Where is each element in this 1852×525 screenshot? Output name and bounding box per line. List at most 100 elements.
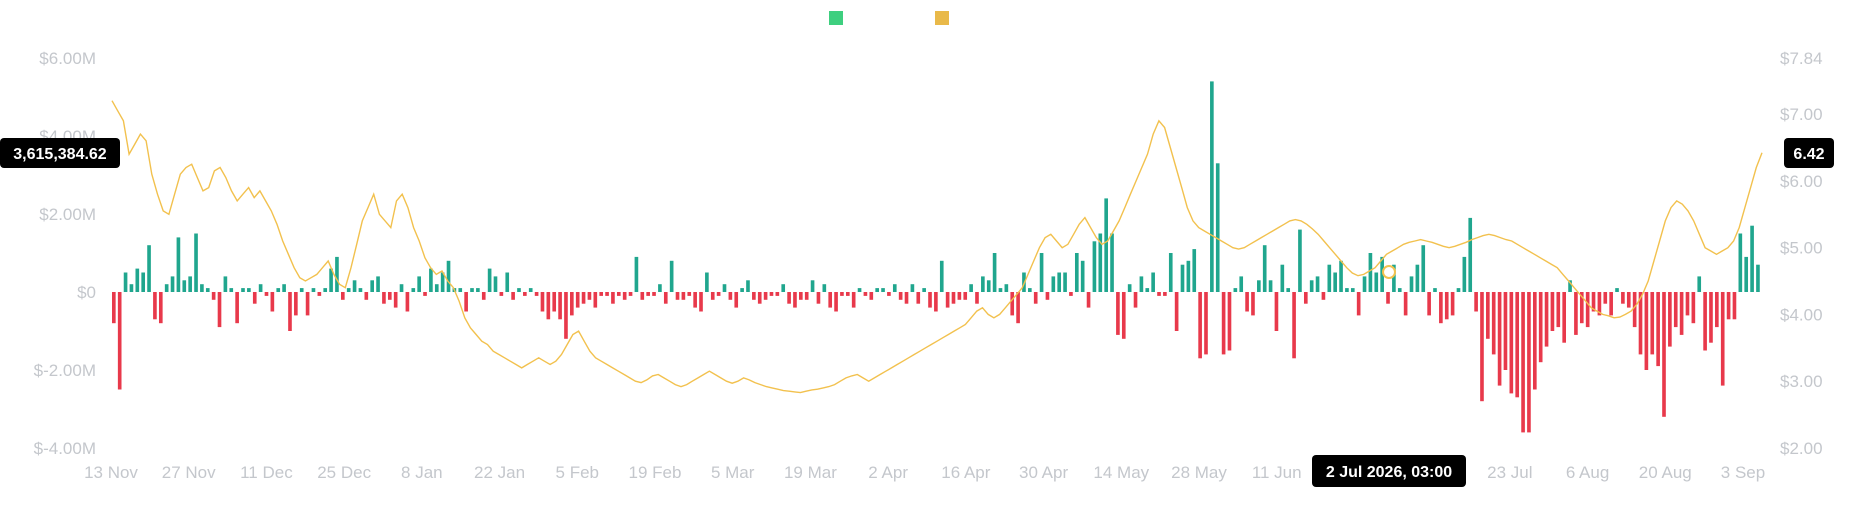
outflow-bar bbox=[834, 292, 838, 312]
inflow-bar bbox=[247, 288, 251, 292]
inflow-bar bbox=[517, 288, 521, 292]
x-tick-label: 5 Feb bbox=[556, 463, 599, 482]
inflow-bar bbox=[1368, 253, 1373, 292]
outflow-bar bbox=[546, 292, 551, 320]
outflow-bar bbox=[1562, 292, 1566, 343]
inflow-bar bbox=[194, 233, 198, 292]
outflow-bar bbox=[851, 292, 856, 308]
outflow-bar bbox=[552, 292, 557, 312]
outflow-bar bbox=[1227, 292, 1232, 351]
y-left-tick-label: $-2.00M bbox=[34, 361, 96, 380]
inflow-bar bbox=[147, 245, 151, 292]
outflow-bar bbox=[305, 292, 310, 316]
inflow-bar bbox=[1092, 241, 1097, 292]
outflow-bar bbox=[1574, 292, 1578, 335]
outflow-bar bbox=[646, 292, 650, 296]
inflow-bar bbox=[1468, 217, 1473, 292]
inflow-bar bbox=[223, 276, 228, 292]
outflow-bar bbox=[1621, 292, 1625, 304]
inflow-bar bbox=[1315, 276, 1320, 292]
inflow-bar bbox=[376, 276, 380, 292]
inflow-bar bbox=[986, 280, 991, 292]
inflow-bar bbox=[229, 288, 234, 292]
outflow-bar bbox=[804, 292, 809, 300]
inflow-bar bbox=[505, 272, 510, 292]
flow-bars bbox=[112, 81, 1760, 433]
outflow-bar bbox=[570, 292, 574, 316]
crosshair-left-value: 3,615,384.62 bbox=[13, 146, 107, 163]
outflow-bar bbox=[558, 292, 562, 320]
outflow-bar bbox=[975, 292, 979, 304]
outflow-bar bbox=[957, 292, 962, 300]
outflow-bar bbox=[1556, 292, 1561, 328]
inflow-bar bbox=[411, 288, 416, 292]
y-right-tick-label: $5.00 bbox=[1780, 239, 1823, 258]
outflow-bar bbox=[534, 292, 539, 296]
inflow-bar bbox=[1127, 284, 1132, 292]
outflow-bar bbox=[523, 292, 527, 296]
outflow-bar bbox=[757, 292, 762, 304]
outflow-bar bbox=[652, 292, 656, 296]
outflow-bar bbox=[904, 292, 909, 304]
inflow-bar bbox=[1374, 272, 1379, 292]
outflow-bar bbox=[1444, 292, 1449, 320]
x-tick-label: 22 Jan bbox=[474, 463, 525, 482]
inflow-bar bbox=[892, 284, 897, 292]
outflow-bar bbox=[1033, 292, 1038, 304]
inflow-bar bbox=[528, 288, 533, 292]
outflow-bar bbox=[1121, 292, 1126, 339]
inflow-bar bbox=[440, 272, 445, 292]
crosshair-left-badge: 3,615,384.62 bbox=[0, 138, 120, 168]
outflow-bar bbox=[963, 292, 968, 300]
outflow-bar bbox=[1550, 292, 1555, 331]
inflow-bar bbox=[1239, 276, 1244, 292]
outflow-bar bbox=[716, 292, 721, 296]
inflow-bar bbox=[1057, 272, 1062, 292]
inflow-bar bbox=[1298, 229, 1302, 292]
outflow-bar bbox=[575, 292, 580, 308]
outflow-bar bbox=[593, 292, 598, 308]
inflow-bar bbox=[939, 260, 944, 292]
inflow-bar bbox=[123, 272, 128, 292]
x-tick-label: 2 Apr bbox=[868, 463, 908, 482]
inflow-bar bbox=[429, 268, 433, 292]
outflow-bar bbox=[1533, 292, 1537, 390]
outflow-bar bbox=[1662, 292, 1666, 417]
outflow-bar bbox=[1321, 292, 1326, 300]
inflow-bar bbox=[1186, 260, 1191, 292]
outflow-bar bbox=[1579, 292, 1584, 324]
inflow-bar bbox=[705, 272, 709, 292]
outflow-bar bbox=[1527, 292, 1531, 433]
outflow-bar bbox=[616, 292, 621, 296]
outflow-bar bbox=[1650, 292, 1655, 355]
inflow-bar bbox=[1697, 276, 1702, 292]
x-tick-label: 11 Jun bbox=[1252, 463, 1302, 482]
inflow-bar bbox=[335, 256, 339, 292]
outflow-bar bbox=[235, 292, 239, 324]
legend-price-swatch[interactable] bbox=[935, 11, 949, 25]
outflow-bar bbox=[1474, 292, 1478, 312]
outflow-bar bbox=[387, 292, 392, 300]
y-right-tick-label: $4.00 bbox=[1780, 305, 1823, 324]
inflow-bar bbox=[658, 284, 662, 292]
inflow-bar bbox=[1362, 276, 1367, 292]
inflow-bar bbox=[922, 288, 926, 292]
outflow-bar bbox=[158, 292, 163, 324]
crosshair-x-label: 2 Jul 2026, 03:00 bbox=[1326, 464, 1452, 481]
legend-inflow-swatch[interactable] bbox=[829, 11, 843, 25]
outflow-bar bbox=[1603, 292, 1608, 304]
left-axis: $6.00M$4.00M$2.00M$0$-2.00M$-4.00M bbox=[34, 49, 96, 458]
outflow-bar bbox=[382, 292, 386, 304]
inflow-bar bbox=[241, 288, 245, 292]
outflow-bar bbox=[1045, 292, 1050, 300]
y-right-tick-label: $3.00 bbox=[1780, 372, 1823, 391]
outflow-bar bbox=[840, 292, 844, 296]
outflow-bar bbox=[1668, 292, 1672, 347]
outflow-bar bbox=[464, 292, 468, 312]
inflow-bar bbox=[446, 260, 451, 292]
outflow-bar bbox=[863, 292, 868, 296]
outflow-bar bbox=[787, 292, 791, 304]
inflow-bar bbox=[141, 272, 145, 292]
outflow-bar bbox=[1403, 292, 1408, 316]
